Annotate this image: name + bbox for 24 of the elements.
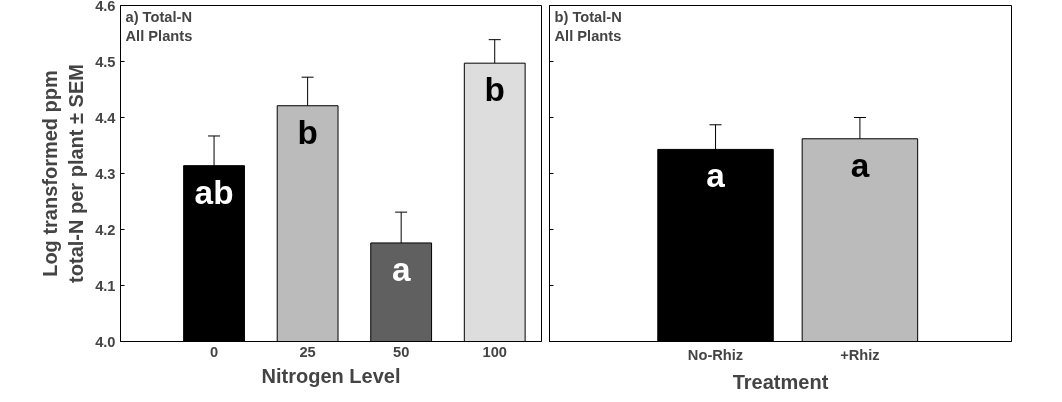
x-tick-label: 100	[482, 343, 507, 360]
y-tick-label: 4.0	[95, 333, 116, 350]
x-tick-label: 0	[209, 343, 219, 360]
x-axis-title: Nitrogen Level	[261, 364, 401, 387]
text: b) Total-N All Plants	[554, 8, 622, 44]
annotation: a	[706, 157, 726, 195]
annotation: b	[484, 71, 505, 109]
annotation: a	[391, 250, 411, 288]
y-tick-label: 4.4	[95, 109, 117, 126]
annotation: ab	[194, 173, 234, 211]
y-tick-label: 4.5	[95, 53, 116, 70]
y-tick-label: 4.2	[95, 221, 116, 238]
annotation: a	[850, 146, 870, 184]
y-tick-label: 4.1	[95, 277, 116, 294]
y-tick-label: 4.3	[95, 165, 116, 182]
x-tick-label: 50	[393, 343, 410, 360]
text: a) Total-N All Plants	[125, 8, 193, 44]
x-axis-title: Treatment	[732, 370, 829, 393]
x-tick-label: No-Rhiz	[687, 346, 744, 363]
x-tick-label: +Rhiz	[840, 346, 880, 363]
x-tick-label: 25	[299, 343, 316, 360]
y-axis-title: Log transformed ppm total-N per plant ± SEM	[38, 64, 88, 283]
y-tick-label: 4.6	[95, 0, 116, 14]
annotation: b	[297, 113, 318, 151]
